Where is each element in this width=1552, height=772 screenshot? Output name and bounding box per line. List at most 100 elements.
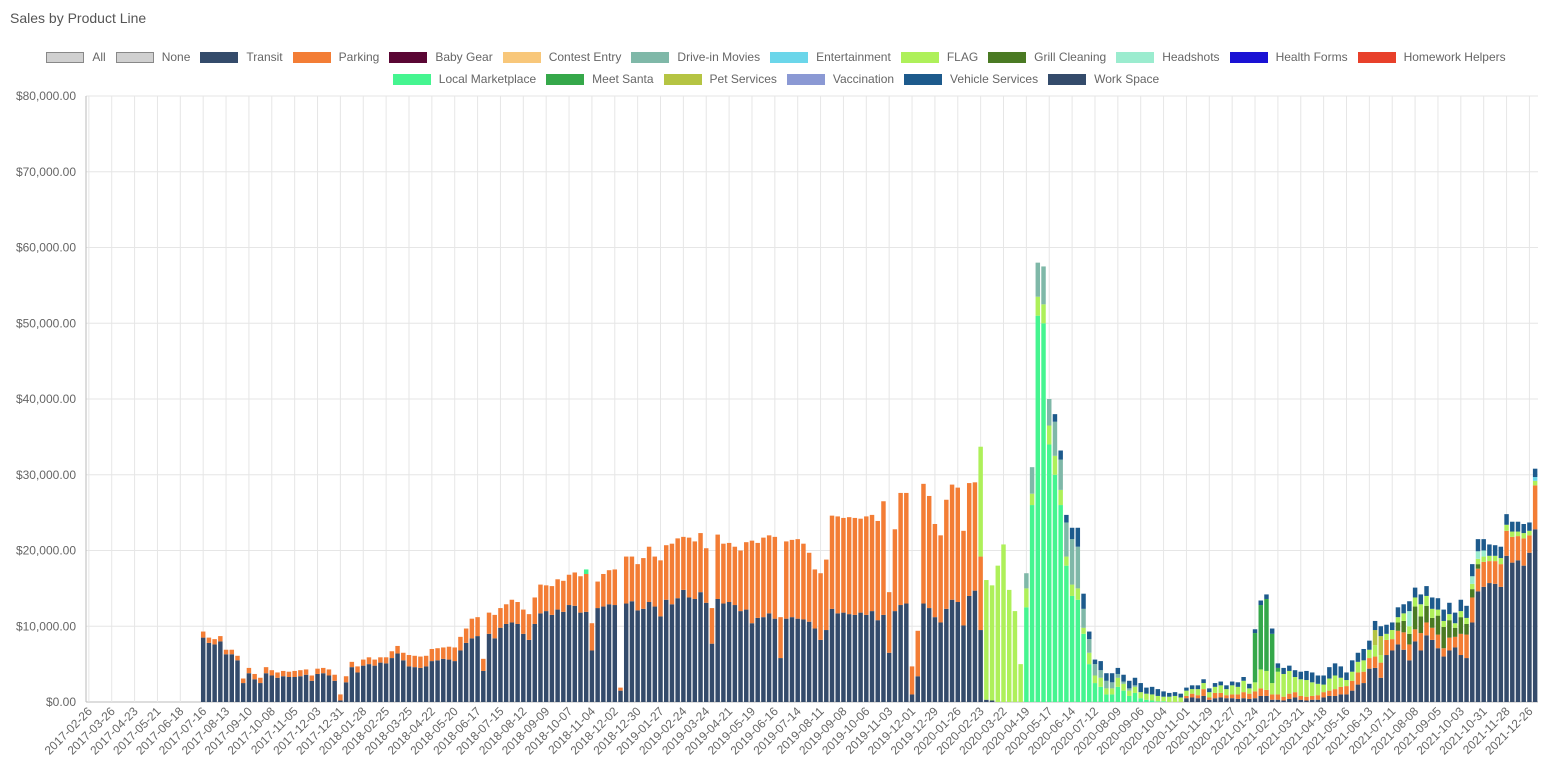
- bar-segment-drive-in-movies: [1127, 688, 1132, 691]
- bar-segment-parking: [1207, 697, 1212, 700]
- legend-item-drive-in-movies[interactable]: Drive-in Movies: [631, 50, 760, 64]
- legend-item-pet-services[interactable]: Pet Services: [663, 72, 777, 86]
- bar-segment-parking: [721, 543, 726, 604]
- bar-segment-flag: [1172, 695, 1178, 702]
- bar-segment-parking: [961, 530, 966, 626]
- bar-segment-parking: [1349, 680, 1355, 691]
- bar-segment-vehicle-services: [1338, 666, 1344, 678]
- bar-segment-parking: [401, 652, 406, 661]
- bar-segment-transit: [1504, 555, 1509, 702]
- bar-segment-vehicle-services: [1315, 675, 1321, 684]
- bar-segment-parking: [309, 675, 315, 681]
- y-tick-label: $20,000.00: [16, 544, 76, 558]
- bar-segment-vehicle-services: [1189, 685, 1195, 690]
- bar-segment-flag: [1475, 558, 1481, 565]
- bar-segment-parking: [280, 670, 286, 677]
- bar-segment-vehicle-services: [1052, 414, 1058, 422]
- bar-segment-flag: [995, 565, 1001, 702]
- bar-segment-parking: [1464, 634, 1469, 659]
- legend-label: Meet Santa: [592, 72, 654, 86]
- bar-segment-transit: [761, 617, 766, 702]
- bar-segment-transit: [1452, 647, 1458, 702]
- legend-item-headshots[interactable]: Headshots: [1116, 50, 1220, 64]
- bar-segment-flag: [1275, 671, 1281, 695]
- bar-segment-transit: [1441, 656, 1446, 702]
- legend-item-none[interactable]: None: [115, 50, 190, 64]
- bar-segment-transit: [1521, 565, 1526, 702]
- legend-item-parking[interactable]: Parking: [292, 50, 379, 64]
- bar-segment-vehicle-services: [1384, 624, 1389, 634]
- legend-item-homework-helpers[interactable]: Homework Helpers: [1357, 50, 1506, 64]
- bar-segment-transit: [898, 605, 903, 702]
- bar-segment-parking: [646, 546, 652, 603]
- legend-item-local-marketplace[interactable]: Local Marketplace: [392, 72, 536, 86]
- bar-segment-parking: [503, 604, 509, 624]
- bar-segment-transit: [389, 658, 395, 702]
- bar-segment-drive-in-movies: [1047, 399, 1052, 426]
- legend-item-contest-entry[interactable]: Contest Entry: [502, 50, 621, 64]
- legend-item-flag[interactable]: FLAG: [900, 50, 978, 64]
- bar-segment-parking: [1201, 689, 1206, 696]
- bar-segment-transit: [926, 608, 932, 702]
- bar-segment-vehicle-services: [1395, 607, 1401, 618]
- bar-segment-transit: [572, 605, 577, 702]
- bar-segment-grill-cleaning: [1435, 615, 1441, 635]
- bar-segment-transit: [372, 665, 377, 702]
- legend-item-grill-cleaning[interactable]: Grill Cleaning: [988, 50, 1106, 64]
- legend-item-health-forms[interactable]: Health Forms: [1229, 50, 1348, 64]
- legend-label: Work Space: [1094, 72, 1160, 86]
- legend-item-meet-santa[interactable]: Meet Santa: [546, 72, 654, 86]
- bar-segment-parking: [423, 655, 429, 667]
- bar-segment-transit: [772, 618, 778, 702]
- bar-segment-parking: [418, 656, 423, 668]
- bar-segment-flag: [1047, 425, 1052, 445]
- bar-segment-flag: [1189, 689, 1195, 694]
- bar-segment-parking: [361, 659, 366, 666]
- bar-segment-parking: [1258, 688, 1263, 696]
- bar-segment-parking: [441, 647, 446, 659]
- legend-item-entertainment[interactable]: Entertainment: [770, 50, 891, 64]
- bar-segment-parking: [1418, 633, 1424, 651]
- legend-swatch: [546, 73, 585, 85]
- bar-segment-parking: [818, 573, 823, 640]
- bar-segment-transit: [595, 608, 600, 702]
- bar-segment-transit: [738, 611, 743, 702]
- bar-segment-transit: [1298, 699, 1303, 702]
- bar-segment-local-marketplace: [1098, 686, 1103, 702]
- bar-segment-transit: [612, 605, 618, 702]
- bar-segment-meet-santa: [1275, 667, 1281, 672]
- bar-segment-parking: [435, 648, 440, 661]
- bar-segment-vehicle-services: [1178, 693, 1183, 698]
- bar-segment-vehicle-services: [1132, 677, 1138, 686]
- bar-segment-flag: [1458, 611, 1464, 618]
- bar-segment-vehicle-services: [1349, 660, 1355, 672]
- bar-segment-vehicle-services: [1167, 692, 1172, 697]
- bar-segment-transit: [652, 606, 658, 702]
- bar-segment-parking: [223, 649, 229, 655]
- bar-segment-transit: [704, 602, 709, 702]
- bar-segment-parking: [1384, 639, 1389, 656]
- legend-item-vehicle-services[interactable]: Vehicle Services: [904, 72, 1038, 86]
- bar-segment-vehicle-services: [1418, 594, 1424, 605]
- bar-segment-grill-cleaning: [1395, 622, 1401, 631]
- bar-segment-transit: [961, 625, 966, 702]
- legend-item-all[interactable]: All: [46, 50, 106, 64]
- legend-item-work-space[interactable]: Work Space: [1048, 72, 1159, 86]
- bar-segment-parking: [715, 534, 720, 599]
- bar-segment-parking: [1344, 686, 1349, 695]
- bar-segment-flag: [1344, 680, 1349, 687]
- bar-segment-flag: [1412, 597, 1418, 607]
- bar-segment-flag: [1447, 614, 1452, 621]
- bar-segment-transit: [1407, 660, 1412, 702]
- legend-swatch: [631, 51, 670, 63]
- bar-segment-flag: [1075, 588, 1081, 600]
- bar-segment-parking: [240, 678, 246, 684]
- legend-item-vaccination[interactable]: Vaccination: [786, 72, 894, 86]
- chart-title: Sales by Product Line: [10, 10, 147, 26]
- bar-segment-grill-cleaning: [1458, 617, 1464, 634]
- legend-item-baby-gear[interactable]: Baby Gear: [389, 50, 493, 64]
- legend-item-transit[interactable]: Transit: [200, 50, 283, 64]
- bar-segment-flag: [1207, 692, 1212, 698]
- bar-segment-transit: [1510, 562, 1515, 702]
- bar-segment-transit: [818, 639, 823, 702]
